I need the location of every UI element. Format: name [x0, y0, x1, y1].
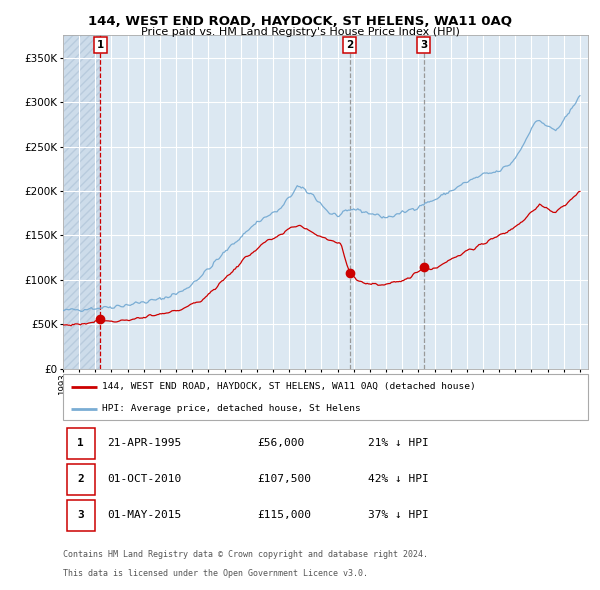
FancyBboxPatch shape	[67, 500, 95, 530]
Text: 21-APR-1995: 21-APR-1995	[107, 438, 182, 448]
FancyBboxPatch shape	[67, 428, 95, 458]
FancyBboxPatch shape	[67, 464, 95, 494]
Text: 2: 2	[346, 40, 353, 50]
Text: 42% ↓ HPI: 42% ↓ HPI	[367, 474, 428, 484]
Text: This data is licensed under the Open Government Licence v3.0.: This data is licensed under the Open Gov…	[63, 569, 368, 578]
Text: 144, WEST END ROAD, HAYDOCK, ST HELENS, WA11 0AQ: 144, WEST END ROAD, HAYDOCK, ST HELENS, …	[88, 15, 512, 28]
Text: 1: 1	[77, 438, 84, 448]
Text: 21% ↓ HPI: 21% ↓ HPI	[367, 438, 428, 448]
Text: 3: 3	[77, 510, 84, 520]
FancyBboxPatch shape	[63, 374, 588, 420]
Text: 1: 1	[97, 40, 104, 50]
Text: 37% ↓ HPI: 37% ↓ HPI	[367, 510, 428, 520]
Text: Contains HM Land Registry data © Crown copyright and database right 2024.: Contains HM Land Registry data © Crown c…	[63, 550, 428, 559]
Text: 01-OCT-2010: 01-OCT-2010	[107, 474, 182, 484]
Text: Price paid vs. HM Land Registry's House Price Index (HPI): Price paid vs. HM Land Registry's House …	[140, 27, 460, 37]
Text: HPI: Average price, detached house, St Helens: HPI: Average price, detached house, St H…	[103, 404, 361, 413]
Text: 144, WEST END ROAD, HAYDOCK, ST HELENS, WA11 0AQ (detached house): 144, WEST END ROAD, HAYDOCK, ST HELENS, …	[103, 382, 476, 391]
Text: 01-MAY-2015: 01-MAY-2015	[107, 510, 182, 520]
Text: 3: 3	[420, 40, 427, 50]
Text: £107,500: £107,500	[257, 474, 311, 484]
Text: £56,000: £56,000	[257, 438, 305, 448]
Text: £115,000: £115,000	[257, 510, 311, 520]
Text: 2: 2	[77, 474, 84, 484]
Bar	[63, 35, 100, 369]
